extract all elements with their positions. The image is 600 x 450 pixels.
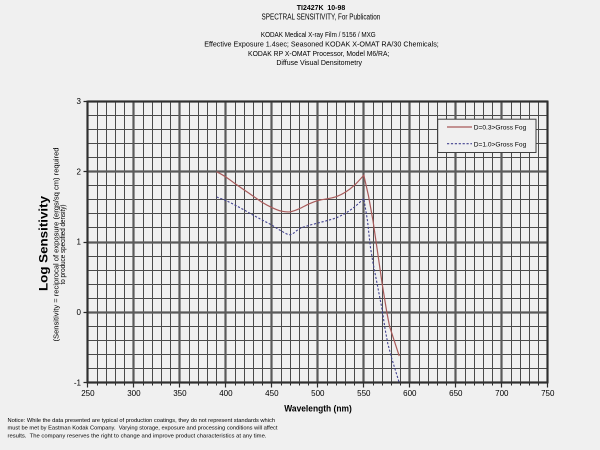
svg-text:250: 250: [81, 389, 95, 398]
svg-text:3: 3: [77, 97, 82, 106]
svg-text:2: 2: [77, 167, 82, 176]
svg-text:650: 650: [449, 389, 463, 398]
svg-text:550: 550: [357, 389, 371, 398]
svg-text:TI2427K 10-98: TI2427K 10-98: [297, 3, 346, 12]
svg-text:Effective Exposure 1.4sec; Sea: Effective Exposure 1.4sec; Seasoned KODA…: [204, 39, 439, 48]
svg-text:700: 700: [495, 389, 509, 398]
svg-text:450: 450: [265, 389, 279, 398]
svg-text:results. The company reserves: results. The company reserves the right …: [8, 433, 267, 439]
svg-text:Wavelength (nm): Wavelength (nm): [284, 404, 352, 414]
svg-text:600: 600: [403, 389, 417, 398]
svg-text:300: 300: [127, 389, 141, 398]
svg-text:to produce specified density): to produce specified density): [58, 204, 67, 284]
svg-text:Diffuse Visual Densitometry: Diffuse Visual Densitometry: [276, 58, 362, 67]
svg-text:D=0.3>Gross Fog: D=0.3>Gross Fog: [474, 125, 527, 132]
svg-text:KODAK RP X-OMAT Processor, Mod: KODAK RP X-OMAT Processor, Model M6/RA;: [248, 49, 389, 58]
svg-text:1: 1: [77, 238, 82, 247]
svg-text:(Sensitivity = reciprocal of e: (Sensitivity = reciprocal of exposure (e…: [51, 148, 60, 342]
svg-text:must be met by Eastman Kodak C: must be met by Eastman Kodak Company. Va…: [8, 426, 278, 432]
svg-text:-1: -1: [74, 378, 82, 387]
svg-text:400: 400: [219, 389, 233, 398]
svg-text:D=1.0>Gross Fog: D=1.0>Gross Fog: [474, 141, 527, 148]
svg-text:KODAK Medical X-ray Film / 515: KODAK Medical X-ray Film / 5156 / MXG: [261, 30, 376, 39]
svg-text:Notice: While the data present: Notice: While the data presented are typ…: [8, 418, 276, 424]
svg-text:500: 500: [311, 389, 325, 398]
svg-text:0: 0: [77, 308, 82, 317]
svg-text:Log Sensitivity: Log Sensitivity: [39, 195, 51, 291]
svg-text:350: 350: [173, 389, 187, 398]
svg-text:SPECTRAL SENSITIVITY, For Publ: SPECTRAL SENSITIVITY, For Publication: [262, 13, 381, 22]
svg-text:750: 750: [541, 389, 555, 398]
